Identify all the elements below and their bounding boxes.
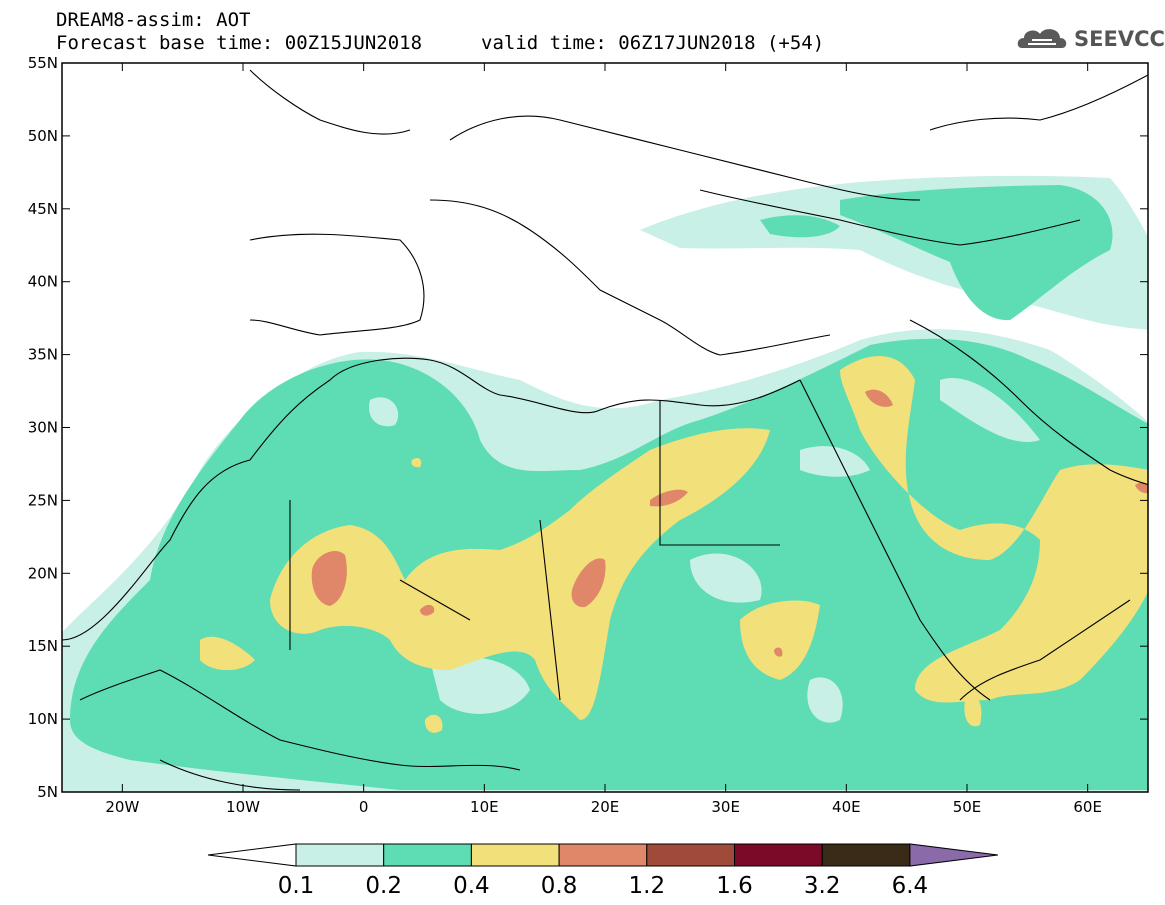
colorbar-segment — [646, 843, 735, 867]
logo-text: SEEVCCC — [1074, 27, 1165, 51]
valid-time: valid time: 06Z17JUN2018 (+54) — [481, 32, 825, 54]
colorbar-segment — [295, 843, 385, 867]
colorbar-segment — [383, 843, 472, 867]
colorbar-segments — [207, 843, 998, 867]
lat-label: 10N — [28, 710, 58, 728]
lat-label: 40N — [28, 273, 58, 291]
lat-label: 50N — [28, 127, 58, 145]
chart-title: DREAM8-assim: AOT — [56, 9, 251, 31]
colorbar-segment — [821, 843, 911, 867]
lon-label: 40E — [832, 798, 861, 816]
seevccc-logo: SEEVCCC — [1016, 22, 1165, 56]
colorbar-segment — [558, 843, 648, 867]
lon-label: 50E — [953, 798, 982, 816]
aot-clear-patches — [369, 378, 1040, 723]
lat-label: 45N — [28, 200, 58, 218]
lon-label: 30E — [711, 798, 740, 816]
lat-label: 35N — [28, 346, 58, 364]
base-time: Forecast base time: 00Z15JUN2018 — [56, 32, 423, 54]
colorbar-label: 1.2 — [629, 873, 666, 899]
colorbar-label: 0.8 — [541, 873, 578, 899]
axis-ticks — [62, 62, 1148, 793]
lat-label: 5N — [37, 783, 58, 801]
colorbar-segment — [734, 843, 823, 867]
lon-label: 20E — [591, 798, 620, 816]
colorbar-label: 6.4 — [892, 873, 929, 899]
colorbar-low-arrow — [207, 843, 297, 867]
lon-label: 10E — [470, 798, 499, 816]
forecast-time-line: Forecast base time: 00Z15JUN2018 valid ti… — [56, 32, 824, 54]
colorbar-label: 3.2 — [804, 873, 841, 899]
colorbar-label: 0.4 — [453, 873, 490, 899]
aot-band-0.8 — [311, 389, 1148, 657]
lon-labels: 20W 10W 0 10E 20E 30E 40E 50E 60E — [105, 798, 1102, 816]
lon-label: 60E — [1073, 798, 1102, 816]
lat-label: 25N — [28, 491, 58, 509]
colorbar-label: 1.6 — [716, 873, 753, 899]
colorbar-labels: 0.1 0.2 0.4 0.8 1.2 1.6 3.2 6.4 — [278, 873, 928, 899]
lon-label: 20W — [105, 798, 139, 816]
colorbar-high-arrow — [909, 843, 998, 867]
aot-band-0.4 — [200, 356, 1148, 733]
lon-label: 10W — [226, 798, 260, 816]
colorbar-label: 0.2 — [365, 873, 402, 899]
lat-label: 55N — [28, 54, 58, 72]
cloud-icon — [1017, 29, 1067, 48]
colorbar-label: 0.1 — [278, 873, 315, 899]
lat-label: 15N — [28, 637, 58, 655]
lat-labels: 55N 50N 45N 40N 35N 30N 25N 20N 15N 10N 5N — [28, 54, 58, 801]
coastlines — [62, 69, 1148, 791]
lat-label: 30N — [28, 419, 58, 437]
lat-label: 20N — [28, 564, 58, 582]
lon-label: 0 — [359, 798, 369, 816]
colorbar-segment — [470, 843, 560, 867]
